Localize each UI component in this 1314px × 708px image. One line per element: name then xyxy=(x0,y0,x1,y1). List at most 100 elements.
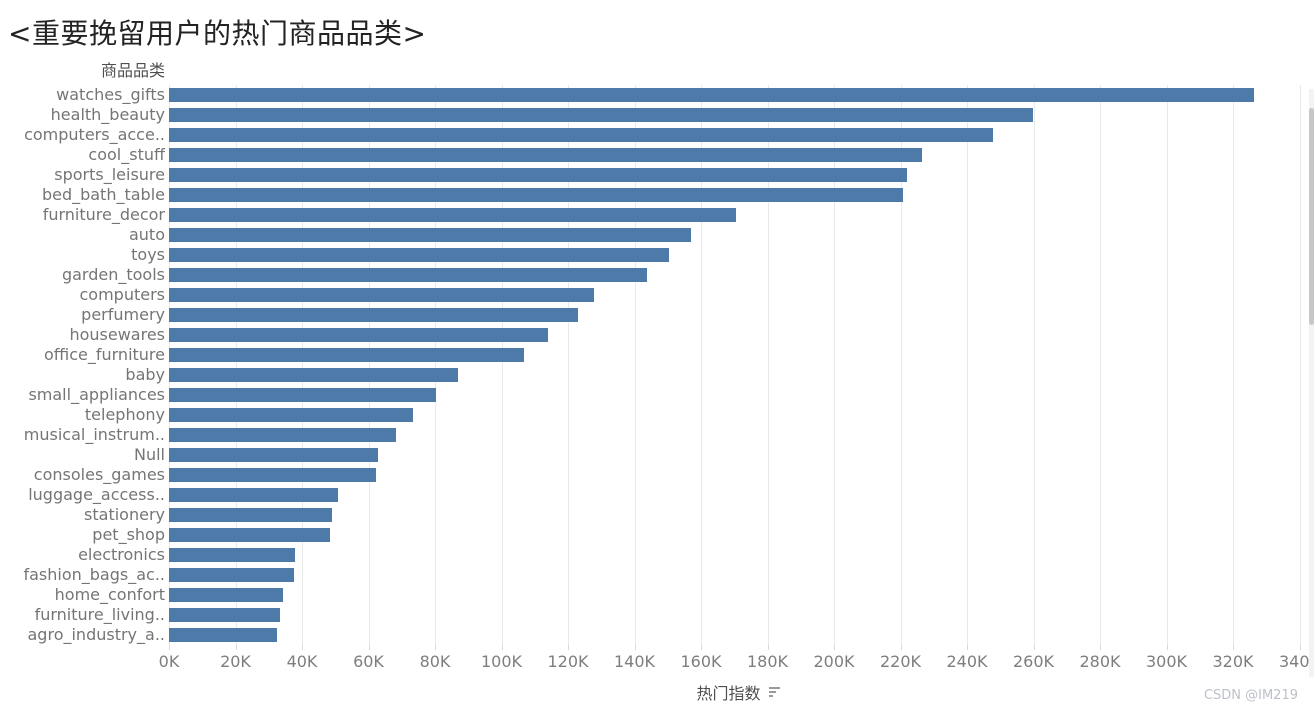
bar[interactable] xyxy=(169,368,458,382)
x-tick-label: 320K xyxy=(1212,652,1254,671)
x-tick-mark xyxy=(235,645,237,650)
bar[interactable] xyxy=(169,428,397,442)
bar-row: furniture_decor xyxy=(0,205,1314,225)
bar-row: luggage_access.. xyxy=(0,485,1314,505)
category-label[interactable]: fashion_bags_ac.. xyxy=(23,565,165,584)
bar[interactable] xyxy=(169,488,338,502)
bar[interactable] xyxy=(169,568,295,582)
category-label[interactable]: luggage_access.. xyxy=(28,485,165,504)
category-label[interactable]: cool_stuff xyxy=(88,145,165,164)
category-label[interactable]: musical_instrum.. xyxy=(23,425,165,444)
gridline xyxy=(235,85,237,645)
bar[interactable] xyxy=(169,608,281,622)
x-tick-mark xyxy=(634,645,636,650)
category-label[interactable]: toys xyxy=(131,245,165,264)
x-tick-mark xyxy=(568,645,569,650)
bar[interactable] xyxy=(169,148,923,162)
plot-area xyxy=(169,85,1307,645)
x-tick-label: 0K xyxy=(158,652,180,671)
x-tick-label: 100K xyxy=(480,652,523,671)
category-label[interactable]: watches_gifts xyxy=(56,85,165,104)
category-label[interactable]: perfumery xyxy=(81,305,165,324)
category-label[interactable]: auto xyxy=(128,225,165,244)
x-tick-mark xyxy=(767,645,769,650)
bar[interactable] xyxy=(169,388,437,402)
bar-row: electronics xyxy=(0,545,1314,565)
bar[interactable] xyxy=(169,88,1254,102)
bar-row: cool_stuff xyxy=(0,145,1314,165)
x-tick-mark xyxy=(900,645,902,650)
category-label[interactable]: Null xyxy=(134,445,165,464)
category-label[interactable]: small_appliances xyxy=(28,385,165,404)
category-label[interactable]: telephony xyxy=(84,405,165,424)
bar[interactable] xyxy=(169,528,330,542)
category-label[interactable]: furniture_decor xyxy=(42,205,165,224)
category-column-header: 商品品类 xyxy=(100,61,165,80)
category-label[interactable]: housewares xyxy=(69,325,165,344)
scrollbar-track[interactable] xyxy=(1309,89,1314,677)
gridline xyxy=(634,85,636,645)
bar-row: small_appliances xyxy=(0,385,1314,405)
category-label[interactable]: electronics xyxy=(78,545,165,564)
category-label[interactable]: garden_tools xyxy=(61,265,165,284)
category-label[interactable]: consoles_games xyxy=(33,465,165,484)
gridline xyxy=(967,85,968,645)
bar[interactable] xyxy=(169,308,578,322)
bar[interactable] xyxy=(169,188,904,202)
bar-rows: watches_gifts health_beauty computers_acce… xyxy=(0,85,1314,645)
bar-row: furniture_living.. xyxy=(0,605,1314,625)
bar[interactable] xyxy=(169,548,296,562)
bar-row: computers_acce.. xyxy=(0,125,1314,145)
bar-row: office_furniture xyxy=(0,345,1314,365)
category-label[interactable]: sports_leisure xyxy=(54,165,165,184)
bar-row: housewares xyxy=(0,325,1314,345)
scrollbar-thumb[interactable] xyxy=(1309,108,1314,325)
category-label[interactable]: health_beauty xyxy=(50,105,165,124)
bar-row: garden_tools xyxy=(0,265,1314,285)
category-label[interactable]: office_furniture xyxy=(43,345,165,364)
gridline xyxy=(1033,85,1035,645)
bar[interactable] xyxy=(169,408,414,422)
bar-row: stationery xyxy=(0,505,1314,525)
x-tick-mark xyxy=(834,645,835,650)
bar[interactable] xyxy=(169,448,379,462)
bar[interactable] xyxy=(169,128,993,142)
x-tick-label: 140K xyxy=(613,652,656,671)
category-label[interactable]: computers_acce.. xyxy=(24,125,165,144)
category-label[interactable]: computers xyxy=(79,285,166,304)
bar-row: musical_instrum.. xyxy=(0,425,1314,445)
bar[interactable] xyxy=(169,228,692,242)
x-tick-label: 240K xyxy=(946,652,988,671)
bar[interactable] xyxy=(169,268,648,282)
category-label[interactable]: pet_shop xyxy=(92,525,165,544)
bar[interactable] xyxy=(169,348,525,362)
bar-row: computers xyxy=(0,285,1314,305)
bar[interactable] xyxy=(169,248,669,262)
bar-row: agro_industry_a.. xyxy=(0,625,1314,645)
x-tick-label: 280K xyxy=(1079,652,1121,671)
bar[interactable] xyxy=(169,168,908,182)
bar-row: consoles_games xyxy=(0,465,1314,485)
category-label[interactable]: bed_bath_table xyxy=(41,185,165,204)
category-label[interactable]: agro_industry_a.. xyxy=(27,625,166,644)
gridline xyxy=(767,85,769,645)
x-tick-label: 80K xyxy=(419,652,451,671)
category-label[interactable]: home_confort xyxy=(54,585,165,604)
x-tick-mark xyxy=(967,645,968,650)
x-tick-mark xyxy=(1033,645,1035,650)
category-label[interactable]: baby xyxy=(125,365,165,384)
bar[interactable] xyxy=(169,628,278,642)
bar[interactable] xyxy=(169,588,284,602)
category-label[interactable]: stationery xyxy=(84,505,165,524)
bar-row: bed_bath_table xyxy=(0,185,1314,205)
sort-descending-icon[interactable] xyxy=(768,687,780,697)
bar[interactable] xyxy=(169,508,332,522)
bar[interactable] xyxy=(169,108,1033,122)
x-tick-mark xyxy=(1166,645,1168,650)
bar[interactable] xyxy=(169,468,376,482)
bar[interactable] xyxy=(169,328,549,342)
bar[interactable] xyxy=(169,288,595,302)
bar[interactable] xyxy=(169,208,736,222)
category-label[interactable]: furniture_living.. xyxy=(34,605,165,624)
